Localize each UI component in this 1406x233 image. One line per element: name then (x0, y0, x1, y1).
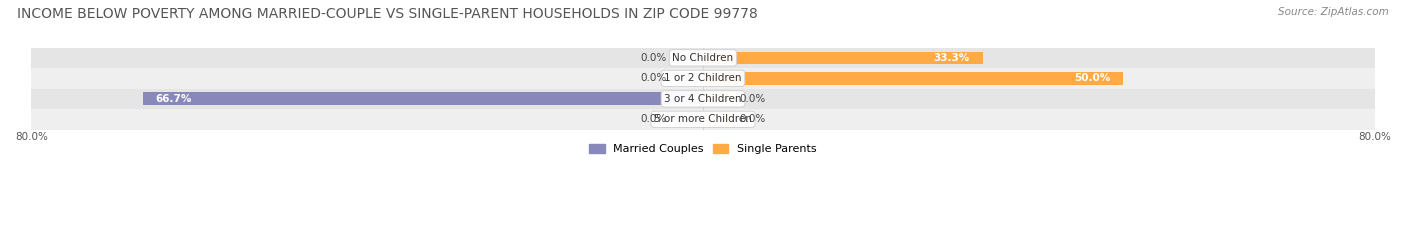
Bar (31, 68, 1375, 89)
Text: 66.7%: 66.7% (156, 94, 193, 104)
Bar (703, 72, 1123, 85)
Bar (673, 113, 703, 126)
Bar (143, 93, 703, 105)
Text: No Children: No Children (672, 53, 734, 63)
Bar (31, 89, 1375, 109)
Bar (703, 51, 983, 64)
Text: Source: ZipAtlas.com: Source: ZipAtlas.com (1278, 7, 1389, 17)
Text: 0.0%: 0.0% (740, 114, 765, 124)
Bar (673, 51, 703, 64)
Text: 50.0%: 50.0% (1074, 73, 1111, 83)
Text: 33.3%: 33.3% (934, 53, 970, 63)
Text: 0.0%: 0.0% (641, 53, 666, 63)
Bar (31, 48, 1375, 68)
Text: 3 or 4 Children: 3 or 4 Children (664, 94, 742, 104)
Bar (703, 93, 733, 105)
Text: 5 or more Children: 5 or more Children (654, 114, 752, 124)
Text: 0.0%: 0.0% (641, 114, 666, 124)
Bar (703, 113, 733, 126)
Bar (673, 72, 703, 85)
Text: 0.0%: 0.0% (641, 73, 666, 83)
Legend: Married Couples, Single Parents: Married Couples, Single Parents (585, 139, 821, 158)
Text: INCOME BELOW POVERTY AMONG MARRIED-COUPLE VS SINGLE-PARENT HOUSEHOLDS IN ZIP COD: INCOME BELOW POVERTY AMONG MARRIED-COUPL… (17, 7, 758, 21)
Text: 0.0%: 0.0% (740, 94, 765, 104)
Text: 1 or 2 Children: 1 or 2 Children (664, 73, 742, 83)
Bar (31, 109, 1375, 130)
